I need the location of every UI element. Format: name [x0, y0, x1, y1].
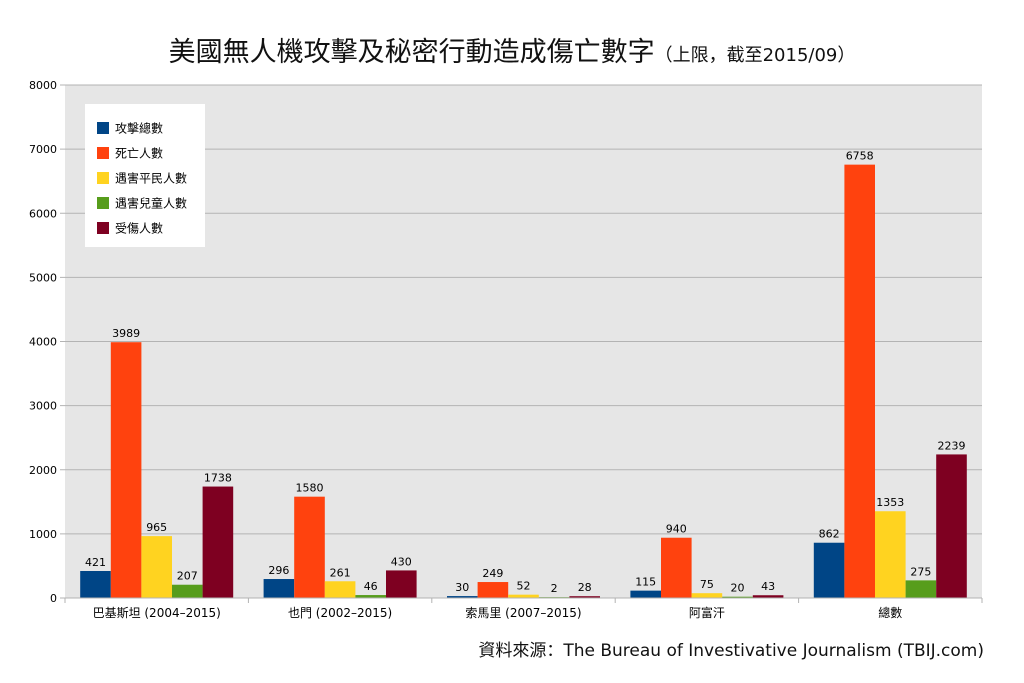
bar: [630, 590, 661, 598]
legend-swatch: [97, 172, 109, 184]
legend-swatch: [97, 197, 109, 209]
legend-swatch: [97, 222, 109, 234]
chart-subtitle: （上限，截至2015/09）: [654, 45, 856, 66]
bar-value-label: 1738: [204, 472, 232, 485]
bar: [875, 511, 906, 598]
bar: [141, 536, 172, 598]
legend-label: 死亡人數: [115, 147, 163, 161]
y-tick-label: 6000: [29, 207, 57, 220]
bar-value-label: 30: [455, 581, 469, 594]
y-tick-label: 7000: [29, 143, 57, 156]
bar-value-label: 3989: [112, 327, 140, 340]
bar-value-label: 940: [666, 523, 687, 536]
bars: [80, 164, 967, 598]
bar-value-label: 6758: [846, 150, 874, 163]
x-category-label: 總數: [878, 605, 902, 620]
bar: [813, 542, 845, 598]
bar-value-label: 2239: [938, 439, 966, 452]
legend-swatch: [97, 122, 109, 134]
bar: [844, 164, 875, 598]
bar-value-label: 46: [364, 580, 378, 593]
bar-value-label: 249: [482, 567, 503, 580]
bar-value-label: 2: [551, 582, 558, 595]
bar-value-label: 115: [635, 576, 656, 589]
bar: [202, 486, 234, 598]
bar: [691, 593, 723, 598]
bar-value-label: 430: [391, 555, 412, 568]
bar-value-label: 1580: [296, 482, 324, 495]
bar: [722, 596, 753, 598]
bar: [110, 342, 142, 598]
bar: [569, 596, 600, 598]
bar: [752, 595, 784, 598]
chart-title-main: 美國無人機攻擊及秘密行動造成傷亡數字: [168, 37, 655, 68]
bar-data-labels: 421 3989 965 207 1738 296 1580 261 46 430 30 249 52 2…: [85, 150, 966, 596]
chart-title: 美國無人機攻擊及秘密行動造成傷亡數字（上限，截至2015/09）: [0, 30, 1024, 69]
bar-value-label: 421: [85, 556, 106, 569]
bar: [80, 571, 111, 598]
bar: [447, 596, 478, 598]
bar: [294, 496, 325, 598]
source-note: 資料來源：The Bureau of Investivative Journal…: [478, 641, 984, 661]
y-tick-label: 0: [50, 592, 57, 605]
y-tick-label: 4000: [29, 336, 57, 349]
bar: [324, 581, 356, 598]
y-tick-label: 3000: [29, 400, 57, 413]
bar-value-label: 75: [700, 578, 714, 591]
y-tick-label: 2000: [29, 464, 57, 477]
legend-swatch: [97, 147, 109, 159]
bar: [661, 537, 692, 598]
legend-label: 受傷人數: [115, 221, 163, 236]
bar-value-label: 261: [330, 566, 351, 579]
x-category-label: 阿富汗: [689, 605, 725, 620]
legend-label: 攻擊總數: [115, 121, 163, 136]
bar-value-label: 28: [578, 581, 592, 594]
bar: [386, 570, 417, 598]
bar-value-label: 43: [761, 580, 775, 593]
bar-value-label: 20: [731, 582, 745, 595]
grid-lines: [60, 84, 982, 599]
bar: [477, 582, 509, 598]
bar-value-label: 296: [268, 564, 289, 577]
bar-value-label: 862: [819, 528, 840, 541]
bar: [263, 579, 295, 598]
bar: [172, 584, 203, 598]
y-tick-label: 5000: [29, 271, 57, 284]
legend-label: 遇害平民人數: [115, 171, 187, 186]
bar: [508, 594, 539, 598]
bar: [905, 580, 937, 598]
y-axis-ticks: 0 1000 2000 3000 4000 5000 6000 7000 8000: [29, 79, 57, 605]
x-category-label: 巴基斯坦 (2004–2015): [93, 606, 221, 620]
y-tick-label: 1000: [29, 528, 57, 541]
bar-value-label: 965: [146, 521, 167, 534]
bar-value-label: 52: [517, 580, 531, 593]
x-axis: 巴基斯坦 (2004–2015) 也門 (2002–2015) 索馬里 (2007–…: [64, 597, 983, 620]
bar-value-label: 275: [910, 565, 931, 578]
x-category-label: 也門 (2002–2015): [288, 606, 392, 620]
x-category-label: 索馬里 (2007–2015): [465, 606, 581, 620]
bar-value-label: 1353: [876, 496, 904, 509]
y-tick-label: 8000: [29, 79, 57, 92]
bar: [355, 595, 386, 598]
bar-value-label: 207: [177, 570, 198, 583]
legend-label: 遇害兒童人數: [115, 196, 187, 211]
bar: [936, 454, 967, 598]
